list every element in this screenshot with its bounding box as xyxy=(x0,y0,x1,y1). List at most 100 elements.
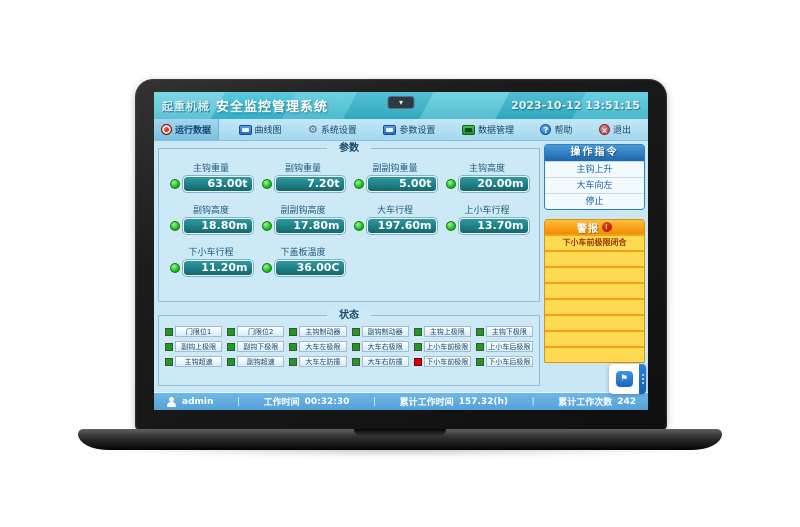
status-led-icon xyxy=(169,221,180,231)
parameters-group-title: 参数 xyxy=(327,143,371,154)
widget-body: ⚑ xyxy=(609,364,639,394)
status-item: 大车右极限 xyxy=(351,341,409,352)
param-upper-trolley-travel: 上小车行程 13.70m xyxy=(441,203,533,234)
status-led-icon xyxy=(351,327,360,336)
status-led-icon xyxy=(413,327,422,336)
status-label: 门限位2 xyxy=(237,326,285,337)
status-label: 大车右防撞 xyxy=(361,356,409,367)
param-label: 上小车行程 xyxy=(464,206,510,216)
command-stop[interactable]: 停止 xyxy=(545,193,644,209)
status-item: 门限位1 xyxy=(165,326,223,337)
statusbar-separator: | xyxy=(372,396,377,407)
menu-label: 帮助 xyxy=(554,126,573,136)
status-label: 上小车后极限 xyxy=(485,341,533,352)
operation-commands-panel: 操作指令 主钩上升 大车向左 停止 xyxy=(544,144,645,210)
left-column: 参数 主钩重量 63.00t 副钩重量 7.20t xyxy=(154,141,544,392)
status-item: 副钩超速 xyxy=(227,356,285,367)
data-screen-icon xyxy=(461,124,475,135)
command-gantry-left[interactable]: 大车向左 xyxy=(545,177,644,193)
param-value: 197.60m xyxy=(366,218,437,234)
status-led-icon xyxy=(169,179,180,189)
total-work-count: 累计工作次数 242 xyxy=(558,395,636,409)
status-item: 上小车后极限 xyxy=(475,341,533,352)
status-led-icon xyxy=(169,263,180,273)
collapse-dropdown-button[interactable]: ▾ xyxy=(387,96,415,109)
status-label: 大车左极限 xyxy=(299,341,347,352)
total-work-time-label: 累计工作时间 xyxy=(399,398,454,408)
menu-item-system-settings[interactable]: ⚙ 系统设置 xyxy=(301,119,364,140)
menu-label: 曲线图 xyxy=(254,126,282,136)
dot-icon xyxy=(641,378,644,380)
menu-item-running-data[interactable]: 运行数据 xyxy=(154,119,220,140)
param-label: 下盖板温度 xyxy=(280,248,326,258)
chevron-down-icon: ▾ xyxy=(398,98,403,107)
param-value: 36.00C xyxy=(274,260,345,276)
app-logo: 起重机械 xyxy=(162,99,210,113)
status-led-icon xyxy=(353,179,364,189)
statusbar-separator: | xyxy=(236,396,241,407)
status-item: 主钩制动器 xyxy=(289,326,347,337)
status-item: 大车左极限 xyxy=(289,341,347,352)
status-led-icon xyxy=(445,221,456,231)
work-time-label: 工作时间 xyxy=(263,398,300,408)
param-label: 副副钩重量 xyxy=(372,164,418,174)
param-main-hook-weight: 主钩重量 63.00t xyxy=(165,161,257,192)
menu-item-parameter-settings[interactable]: 参数设置 xyxy=(376,119,442,140)
menu-label: 运行数据 xyxy=(175,126,212,136)
datetime-display: 2023-10-12 13:51:15 xyxy=(511,99,640,112)
work-time-value: 00:32:30 xyxy=(304,396,350,407)
alarm-list-item: 下小车前极限闭合 xyxy=(545,234,644,250)
service-flag-icon: ⚑ xyxy=(615,371,633,387)
status-group-title: 状态 xyxy=(327,310,371,321)
alarm-header-label: 警报 xyxy=(577,223,599,235)
dot-icon xyxy=(641,382,644,384)
status-led-icon xyxy=(227,357,236,366)
status-led-icon xyxy=(227,342,236,351)
param-value: 17.80m xyxy=(274,218,345,234)
alarm-header: 警报 ! xyxy=(545,220,644,235)
status-led-icon xyxy=(353,221,364,231)
alarm-list-item xyxy=(545,282,644,298)
floating-service-widget[interactable]: ⚑ xyxy=(609,364,646,394)
menu-item-data-management[interactable]: 数据管理 xyxy=(455,119,521,140)
exit-icon: × xyxy=(598,124,610,135)
status-item: 门限位2 xyxy=(227,326,285,337)
param-value: 20.00m xyxy=(458,176,529,192)
alarm-list-item xyxy=(545,346,644,362)
status-led-icon xyxy=(475,327,484,336)
status-item: 主钩下极限 xyxy=(475,326,533,337)
status-item: 副钩上极限 xyxy=(165,341,223,352)
params-screen-icon xyxy=(383,124,397,135)
bottom-status-bar: admin | 工作时间 00:32:30 | 累计工作时间 157.32(h)… xyxy=(154,392,648,410)
user-icon xyxy=(166,396,177,407)
param-value: 18.80m xyxy=(182,218,253,234)
total-work-time-value: 157.32(h) xyxy=(458,396,508,407)
status-label: 主钩制动器 xyxy=(299,326,347,337)
menu-label: 系统设置 xyxy=(320,126,357,136)
alarm-list-item xyxy=(545,314,644,330)
status-label: 副钩上极限 xyxy=(175,341,223,352)
status-label: 上小车前极限 xyxy=(423,341,471,352)
menu-item-help[interactable]: ? 帮助 xyxy=(533,119,579,140)
parameters-groupbox: 参数 主钩重量 63.00t 副钩重量 7.20t xyxy=(158,143,540,302)
record-icon xyxy=(161,124,172,135)
menu-item-curve-chart[interactable]: 曲线图 xyxy=(232,119,289,140)
dot-icon xyxy=(641,374,644,376)
status-led-icon xyxy=(289,327,298,336)
status-label: 大车右极限 xyxy=(361,341,409,352)
param-main-hook-height: 主钩高度 20.00m xyxy=(441,161,533,192)
param-label: 副副钩高度 xyxy=(280,206,326,216)
status-led-icon xyxy=(261,179,272,189)
right-sidebar: 操作指令 主钩上升 大车向左 停止 警报 ! 下小车前极限闭合 xyxy=(544,141,648,392)
status-label: 主钩超速 xyxy=(175,356,223,367)
menu-item-exit[interactable]: × 退出 xyxy=(592,119,638,140)
statusbar-separator: | xyxy=(531,396,535,407)
status-led-icon xyxy=(165,327,173,336)
param-label: 下小车行程 xyxy=(188,248,234,258)
param-value: 13.70m xyxy=(458,218,529,234)
param-value: 5.00t xyxy=(366,176,437,192)
command-main-hook-up[interactable]: 主钩上升 xyxy=(545,161,644,177)
status-label: 主钩上极限 xyxy=(423,326,471,337)
param-label: 副钩高度 xyxy=(192,206,229,216)
main-content: 参数 主钩重量 63.00t 副钩重量 7.20t xyxy=(154,141,648,392)
